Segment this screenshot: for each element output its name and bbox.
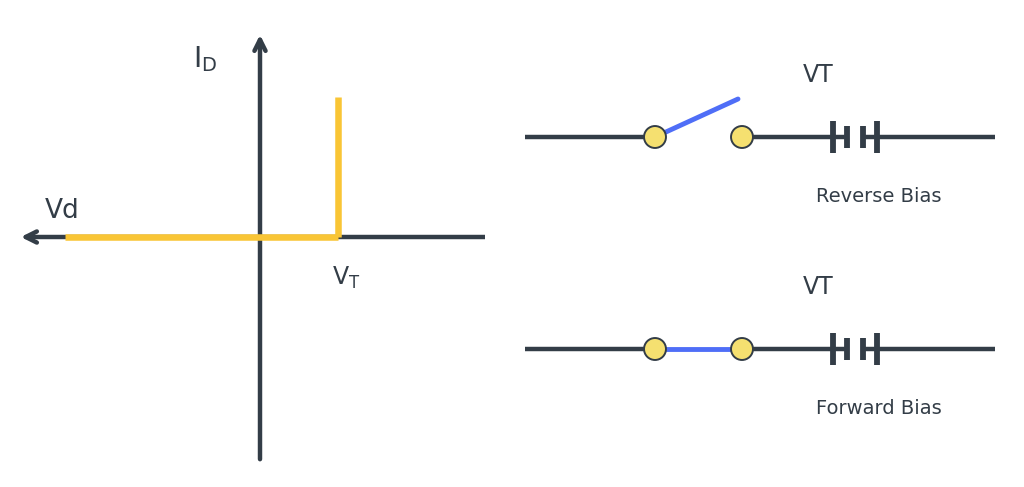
Text: Vd: Vd — [45, 198, 80, 224]
Text: Forward Bias: Forward Bias — [816, 399, 941, 418]
Text: Reverse Bias: Reverse Bias — [816, 187, 941, 206]
Text: $\mathregular{V_T}$: $\mathregular{V_T}$ — [332, 265, 360, 291]
Text: VT: VT — [803, 275, 834, 299]
Circle shape — [732, 339, 752, 359]
Text: VT: VT — [803, 63, 834, 87]
Text: $\mathregular{I_D}$: $\mathregular{I_D}$ — [193, 44, 217, 74]
Circle shape — [645, 339, 665, 359]
Circle shape — [732, 127, 752, 147]
Circle shape — [645, 127, 665, 147]
